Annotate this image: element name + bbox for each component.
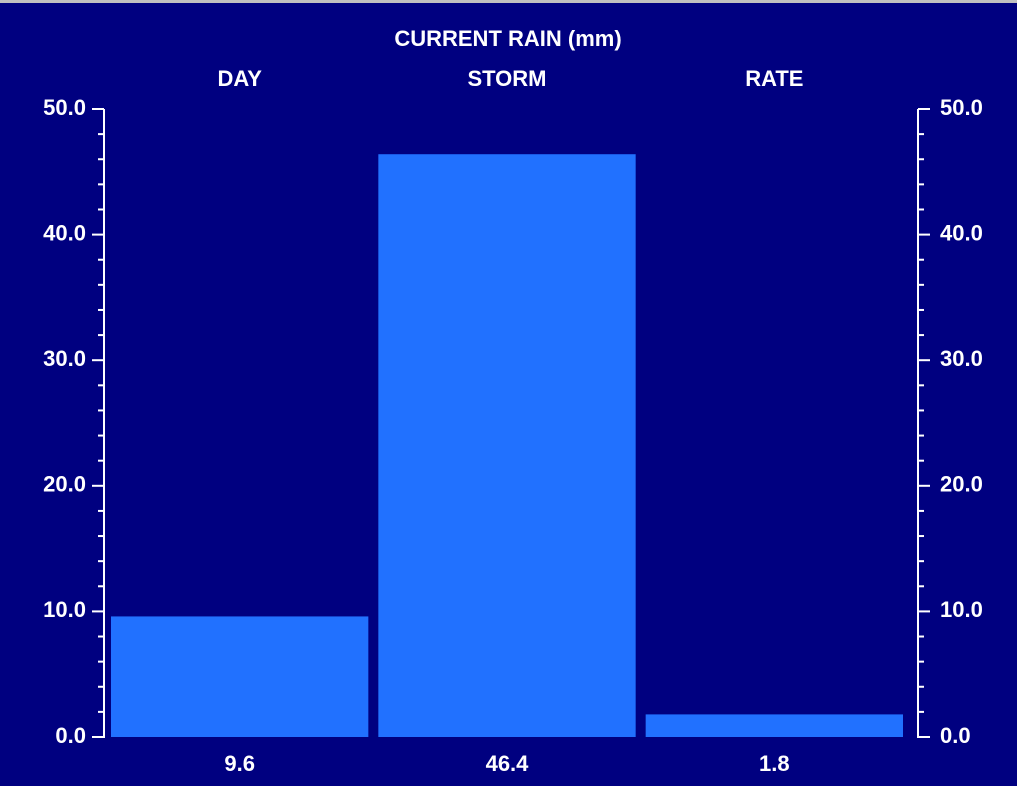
y2-tick-label: 40.0: [940, 220, 983, 245]
value-label: 9.6: [224, 751, 255, 776]
y-tick-label: 10.0: [43, 597, 86, 622]
y2-tick-label: 0.0: [940, 723, 971, 748]
y-tick-label: 20.0: [43, 472, 86, 497]
value-label: 1.8: [759, 751, 790, 776]
window-border: [0, 0, 1017, 3]
category-label: STORM: [467, 66, 546, 91]
y2-tick-label: 10.0: [940, 597, 983, 622]
bar: [378, 154, 636, 737]
category-label: RATE: [745, 66, 803, 91]
category-label: DAY: [217, 66, 262, 91]
y-tick-label: 30.0: [43, 346, 86, 371]
y-tick-label: 50.0: [43, 95, 86, 120]
y-tick-label: 40.0: [43, 220, 86, 245]
chart-title: CURRENT RAIN (mm): [394, 26, 621, 51]
value-label: 46.4: [486, 751, 530, 776]
y2-tick-label: 50.0: [940, 95, 983, 120]
y2-tick-label: 20.0: [940, 472, 983, 497]
bar: [111, 616, 369, 737]
y2-tick-label: 30.0: [940, 346, 983, 371]
y-tick-label: 0.0: [55, 723, 86, 748]
bar: [645, 714, 903, 737]
